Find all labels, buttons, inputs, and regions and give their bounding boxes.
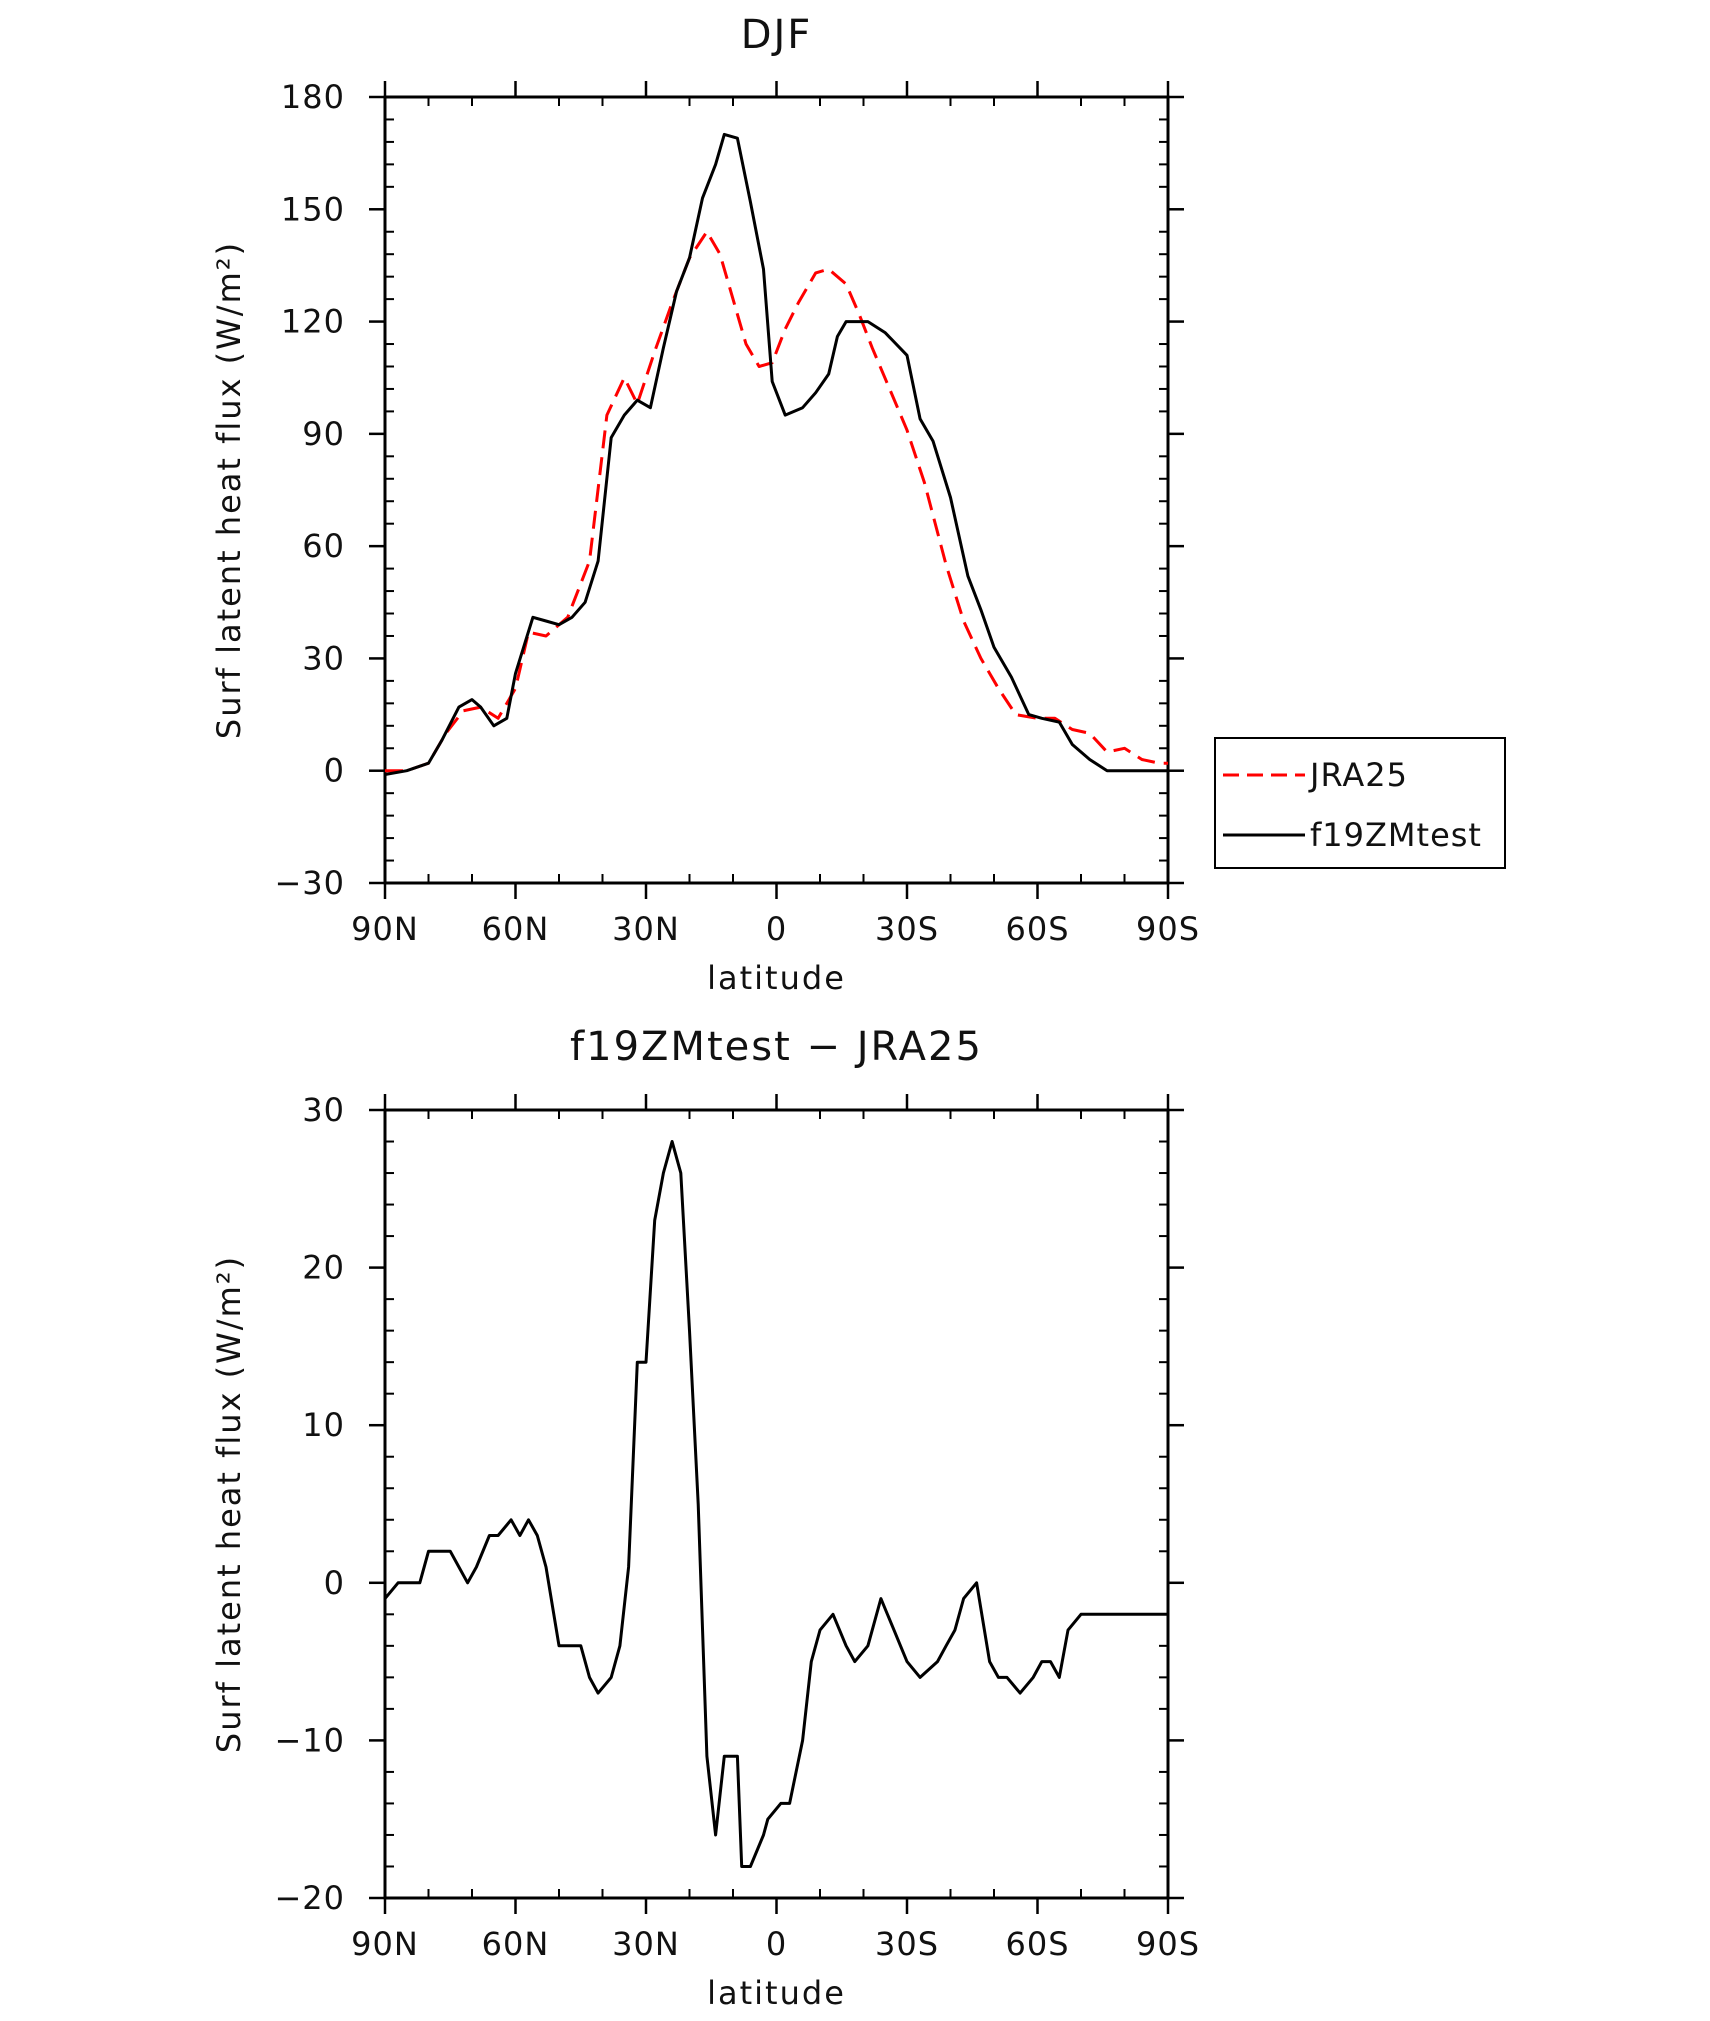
y-tick-label: 120 — [281, 303, 345, 341]
y-tick-label: 60 — [302, 527, 345, 565]
y-tick-label: 90 — [302, 415, 345, 453]
x-axis-label: latitude — [707, 1974, 846, 2012]
series-line-jra25 — [385, 230, 1168, 773]
x-tick-label: 60N — [482, 1925, 550, 1963]
y-tick-label: 20 — [302, 1249, 345, 1287]
chart-title: f19ZMtest − JRA25 — [570, 1024, 983, 1070]
x-tick-label: 30S — [875, 910, 939, 948]
y-tick-label: 0 — [324, 1564, 345, 1602]
y-tick-label: −10 — [274, 1721, 345, 1759]
y-tick-label: 30 — [302, 639, 345, 677]
y-tick-label: 180 — [281, 78, 345, 116]
y-tick-label: −20 — [274, 1879, 345, 1917]
plot-frame — [383, 1108, 1170, 1900]
y-tick-label: 0 — [324, 752, 345, 790]
x-tick-label: 90S — [1136, 910, 1200, 948]
x-axis-label: latitude — [707, 959, 846, 997]
y-axis-label: Surf latent heat flux (W/m²) — [210, 241, 248, 739]
y-tick-label: −30 — [274, 864, 345, 902]
y-tick-label: 10 — [302, 1406, 345, 1444]
x-tick-label: 60N — [482, 910, 550, 948]
plot-frame — [383, 95, 1170, 885]
x-tick-label: 30N — [612, 1925, 680, 1963]
y-axis-label: Surf latent heat flux (W/m²) — [210, 1255, 248, 1753]
x-tick-label: 90S — [1136, 1925, 1200, 1963]
chart-title: DJF — [741, 12, 813, 58]
x-tick-label: 0 — [766, 910, 787, 948]
chart-difference-latent-heat: f19ZMtest − JRA25 −20 −10 0 10 20 30 90N 60N 30N 0… — [210, 1024, 1200, 2012]
x-tick-label: 0 — [766, 1925, 787, 1963]
series-line-f19zmtest — [384, 132, 1168, 776]
x-tick-label: 90N — [351, 910, 419, 948]
series-line-0 — [383, 1140, 1168, 1868]
chart-djf-latent-heat: DJF −30 0 30 60 90 120 150 180 90N 60N 30N 0 30S 60S 90… — [210, 12, 1506, 997]
y-tick-label: 150 — [281, 190, 345, 228]
x-tick-label: 90N — [351, 1925, 419, 1963]
legend: JRA25 f19ZMtest — [1214, 737, 1506, 869]
legend-box — [1214, 737, 1506, 869]
x-tick-label: 60S — [1005, 910, 1069, 948]
legend-label: JRA25 — [1308, 756, 1408, 794]
x-tick-label: 60S — [1005, 1925, 1069, 1963]
x-tick-label: 30S — [875, 1925, 939, 1963]
x-tick-label: 30N — [612, 910, 680, 948]
legend-label: f19ZMtest — [1310, 816, 1482, 854]
y-tick-label: 30 — [302, 1091, 345, 1129]
